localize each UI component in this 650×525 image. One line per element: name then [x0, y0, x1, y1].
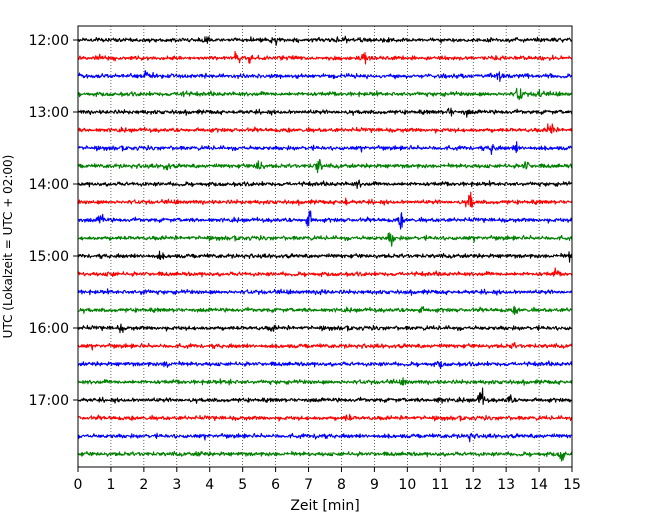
trace-1215: [77, 50, 573, 65]
x-tick-label: 2: [139, 477, 148, 493]
y-tick-label: 13:00: [29, 105, 69, 121]
x-tick-label: 7: [304, 477, 313, 493]
trace-1630: [77, 360, 573, 370]
x-tick-label: 14: [530, 477, 548, 493]
trace-1230: [77, 70, 573, 83]
trace-1245: [77, 87, 573, 101]
x-tick-label: 9: [370, 477, 379, 493]
y-tick-label: 12:00: [29, 33, 69, 49]
x-tick-label: 5: [238, 477, 247, 493]
x-tick-label: 1: [106, 477, 115, 493]
x-tick-label: 10: [398, 477, 416, 493]
trace-1200: [77, 35, 573, 46]
x-axis-label: Zeit [min]: [290, 498, 359, 514]
trace-1530: [77, 288, 573, 296]
x-tick-label: 15: [563, 477, 581, 493]
axes: 0 1 2 3 4 5 6 7 8 9 10 11 12 13 14 1512:0013:0014:0015:…: [29, 25, 581, 493]
trace-1715: [77, 413, 573, 422]
trace-1515: [77, 267, 573, 278]
trace-1315: [77, 123, 573, 134]
y-tick-label: 14:00: [29, 177, 69, 193]
trace-1700: [77, 387, 573, 405]
trace-1545: [77, 305, 573, 316]
trace-1345: [77, 159, 573, 174]
x-tick-label: 6: [271, 477, 280, 493]
y-tick-label: 15:00: [29, 249, 69, 265]
trace-1600: [77, 323, 573, 334]
trace-1430: [77, 210, 573, 230]
x-tick-label: 0: [74, 477, 83, 493]
y-tick-label: 17:00: [29, 393, 69, 409]
y-axis-label: UTC (Lokalzeit = UTC + 02:00): [1, 155, 15, 339]
x-tick-label: 13: [497, 477, 515, 493]
trace-1645: [77, 377, 573, 386]
x-tick-label: 4: [205, 477, 214, 493]
trace-1300: [77, 107, 573, 118]
x-tick-label: 11: [431, 477, 449, 493]
trace-1745: [77, 450, 573, 462]
trace-group: [77, 35, 573, 462]
trace-1445: [77, 232, 573, 247]
trace-1330: [77, 141, 573, 156]
trace-1500: [77, 250, 573, 263]
plot-frame: [77, 25, 573, 468]
x-tick-label: 3: [172, 477, 181, 493]
trace-1415: [77, 191, 573, 208]
trace-1615: [77, 341, 573, 351]
x-tick-label: 8: [337, 477, 346, 493]
x-tick-label: 12: [464, 477, 482, 493]
trace-1400: [77, 179, 573, 190]
y-tick-label: 16:00: [29, 321, 69, 337]
trace-1730: [77, 432, 573, 443]
